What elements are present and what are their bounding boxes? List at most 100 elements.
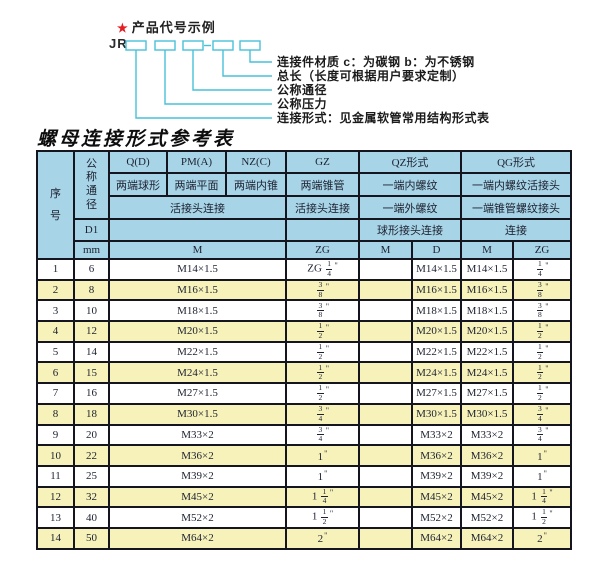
table-cell [358, 258, 413, 281]
table-cell: 4 [36, 320, 75, 343]
table-cell: M33×2 [108, 423, 287, 447]
table-cell: ZG 1 4 " [285, 258, 360, 281]
label-total-length: 总长（长度可根据用户要求定制） [277, 69, 465, 83]
leader-line [135, 50, 272, 119]
header-cell: QZ形式 [357, 150, 463, 174]
table-cell: 3 8 " [512, 299, 573, 323]
table-cell [358, 340, 413, 364]
table-cell: M22×1.5 [460, 340, 515, 364]
header-cell: QG形式 [460, 150, 573, 174]
table-row: 13 40 M52×2 1 1 2 " M52×2 M52×2 1 1 2 " [36, 506, 573, 529]
table-cell: M64×2 [460, 526, 515, 550]
table-cell: 1" [512, 464, 573, 488]
table-cell: 1 2 " [285, 361, 360, 385]
header-cell: D [410, 240, 463, 260]
header-cell [285, 218, 360, 242]
header-cell: GZ [285, 150, 360, 174]
table-cell: 15 [73, 361, 110, 385]
table-cell: M45×2 [460, 485, 515, 509]
table-cell: M24×1.5 [460, 361, 515, 385]
table-row: 1 6 M14×1.5 ZG 1 4 " M14×1.5 M14×1.5 1 4 " [36, 258, 573, 281]
table-cell: 10 [73, 299, 110, 323]
header-row: 活接头连接 活接头连接 一端外螺纹 一端锥管螺纹接头 [37, 195, 573, 220]
code-box [154, 40, 176, 51]
code-box [239, 40, 261, 51]
table-cell: 22 [73, 444, 110, 467]
table-cell: 3 4 " [285, 423, 360, 447]
table-cell: 3 8 " [512, 278, 573, 302]
table-cell: M30×1.5 [410, 402, 463, 426]
diagram-heading-text: 产品代号示例 [131, 20, 216, 35]
header-cell: 一端外螺纹 [357, 195, 463, 220]
table-cell: 6 [36, 361, 75, 385]
table-cell: 1 1 4 " [512, 485, 573, 509]
table-cell: M30×1.5 [108, 402, 287, 426]
table-cell: 1" [512, 444, 573, 467]
table-cell: M16×1.5 [410, 278, 463, 302]
table-cell [358, 506, 413, 529]
table-cell: 9 [36, 423, 75, 447]
table-cell: 2" [285, 526, 360, 550]
table-cell: M24×1.5 [108, 361, 287, 385]
header-cell: Q(D) [108, 150, 168, 174]
table-cell: 10 [36, 444, 75, 467]
table-cell: 1 1 4 " [285, 485, 360, 509]
table-cell: 14 [36, 526, 75, 550]
header-cell: M [460, 240, 515, 260]
header-cell: 公称通径 [73, 150, 110, 220]
header-row: mm M ZG M D M ZG [37, 240, 573, 260]
table-cell: M16×1.5 [108, 278, 287, 302]
header-cell: M [108, 240, 287, 260]
table-cell: M18×1.5 [410, 299, 463, 323]
table-cell: 40 [73, 506, 110, 529]
product-code-prefix: JR [109, 36, 128, 51]
table-cell: M36×2 [460, 444, 515, 467]
table-cell: M52×2 [460, 506, 515, 529]
label-connector-material: 连接件材质 c：为碳钢 b：为不锈钢 [277, 55, 475, 69]
table-cell: 11 [36, 464, 75, 488]
table-row: 6 15 M24×1.5 1 2 " M24×1.5 M24×1.5 1 2 " [36, 361, 573, 385]
table-cell: 1 2 " [285, 340, 360, 364]
header-cell: 两端锥管 [285, 172, 360, 197]
leader-line [192, 50, 272, 91]
leader-lines-graphic [125, 40, 272, 119]
table-cell: 3 4 " [285, 402, 360, 426]
table-cell [358, 444, 413, 467]
table-cell: 7 [36, 382, 75, 405]
header-cell: NZ(C) [225, 150, 287, 174]
table-cell: 1 2 " [512, 361, 573, 385]
table-cell: 1 1 2 " [285, 506, 360, 529]
table-cell: M27×1.5 [108, 382, 287, 405]
table-cell: 1 2 " [512, 382, 573, 405]
table-cell: 1" [285, 464, 360, 488]
table-row: 12 32 M45×2 1 1 4 " M45×2 M45×2 1 1 4 " [36, 485, 573, 509]
header-row: D1 球形接头连接 连接 [37, 218, 573, 242]
table-cell: M24×1.5 [410, 361, 463, 385]
table-cell: M45×2 [410, 485, 463, 509]
table-cell: M64×2 [410, 526, 463, 550]
header-cell: ZG [285, 240, 360, 260]
table-cell [358, 464, 413, 488]
code-box [212, 40, 234, 51]
table-row: 4 12 M20×1.5 1 2 " M20×1.5 M20×1.5 1 2 " [36, 320, 573, 343]
leader-line [164, 50, 272, 105]
header-cell: M [358, 240, 413, 260]
code-box [125, 40, 147, 51]
table-cell: M52×2 [108, 506, 287, 529]
table-cell: M20×1.5 [460, 320, 515, 343]
table-cell: 1 2 " [285, 320, 360, 343]
table-cell: M20×1.5 [410, 320, 463, 343]
table-cell: 3 8 " [285, 278, 360, 302]
table-cell: M33×2 [460, 423, 515, 447]
table-cell: 50 [73, 526, 110, 550]
table-cell [358, 361, 413, 385]
header-cell: 两端内锥 [225, 172, 287, 197]
table-row: 9 20 M33×2 3 4 " M33×2 M33×2 3 4 " [36, 423, 573, 447]
table-cell: M52×2 [410, 506, 463, 529]
table-cell: M22×1.5 [410, 340, 463, 364]
table-cell [358, 382, 413, 405]
header-cell: ZG [512, 240, 573, 260]
table-row: 14 50 M64×2 2" M64×2 M64×2 2" [36, 526, 573, 550]
table-cell: M14×1.5 [410, 258, 463, 281]
leader-line [222, 50, 272, 77]
